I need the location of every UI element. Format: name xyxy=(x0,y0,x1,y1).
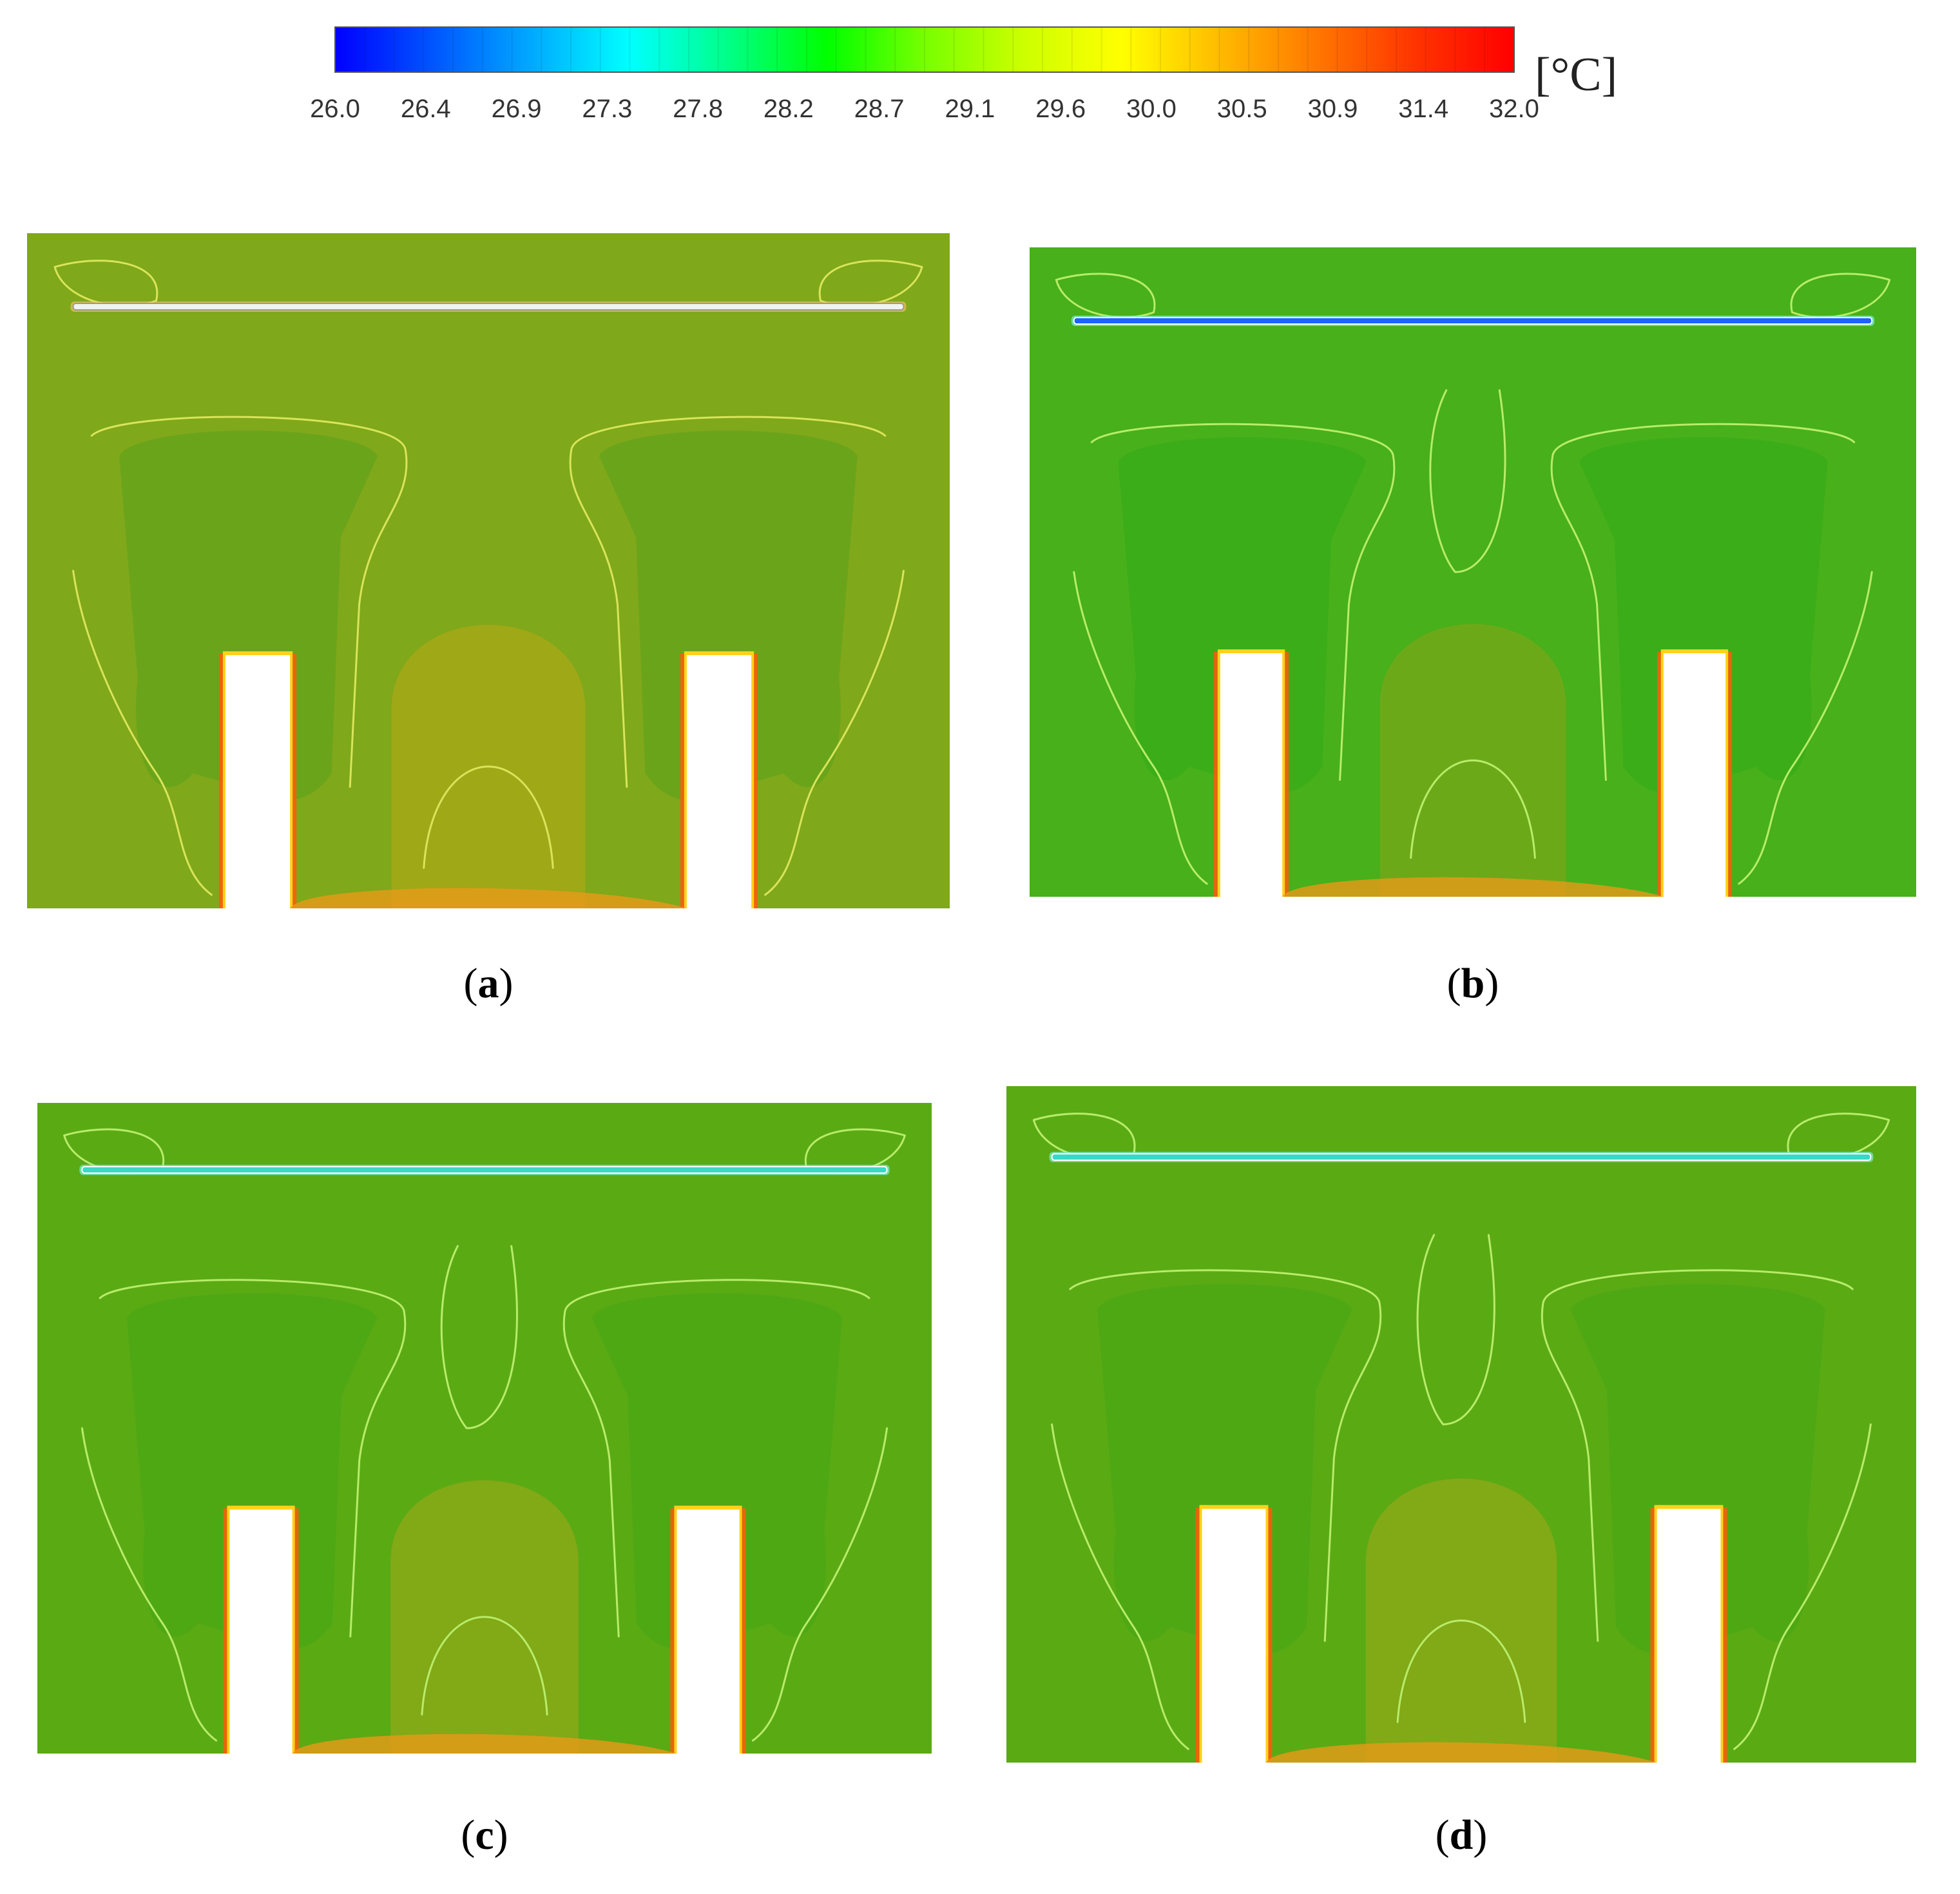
isotherm-line xyxy=(1733,1423,1872,1750)
panel-b xyxy=(1030,247,1916,898)
server-rack-2 xyxy=(686,655,752,910)
hot-floor-region xyxy=(1282,877,1664,897)
panel-caption-letter: b xyxy=(1461,960,1485,1007)
colorbar-tick-label: 30.9 xyxy=(1308,95,1358,123)
isotherm-line xyxy=(1055,273,1156,318)
panel-caption-d: (d) xyxy=(1436,1812,1488,1859)
cool-zone-right xyxy=(591,1293,843,1650)
colorbar-tick-label: 29.6 xyxy=(1035,95,1086,123)
panel-a xyxy=(27,233,950,910)
hot-floor-region xyxy=(290,888,687,908)
isotherm-line xyxy=(1090,423,1396,781)
panel-c xyxy=(37,1103,932,1755)
colorbar-tick-label: 28.2 xyxy=(764,95,814,123)
isotherm-line xyxy=(1396,1620,1526,1723)
server-rack-1 xyxy=(229,1509,293,1755)
panel-caption-a: (a) xyxy=(464,960,514,1007)
isotherm-line xyxy=(423,765,554,869)
isotherm-line xyxy=(99,1279,407,1638)
colorbar-gradient xyxy=(334,26,1515,73)
cool-zone-right xyxy=(1570,1284,1825,1654)
panel-caption-b: (b) xyxy=(1447,960,1499,1007)
colorbar-tick-label: 26.9 xyxy=(492,95,542,123)
cooling-duct xyxy=(1073,317,1873,325)
cooling-duct xyxy=(81,1166,888,1174)
colorbar-segments xyxy=(363,27,1486,72)
colorbar-tick-label: 30.5 xyxy=(1217,95,1267,123)
colorbar-tick-label: 27.3 xyxy=(582,95,632,123)
isotherm-line xyxy=(440,1245,518,1430)
colorbar-tick-label: 28.7 xyxy=(854,95,905,123)
cool-zone-right xyxy=(1579,437,1828,793)
colorbar-tick-label: 26.0 xyxy=(310,95,360,123)
isotherm-line xyxy=(569,416,887,788)
server-rack-1 xyxy=(1202,1509,1266,1764)
cool-zone-left xyxy=(1097,1284,1352,1654)
isotherm-line xyxy=(81,1427,218,1742)
isotherm-line xyxy=(90,416,408,788)
hot-floor-region xyxy=(292,1734,677,1754)
cool-zone-left xyxy=(119,430,378,801)
isotherm-line xyxy=(1410,759,1536,859)
isotherm-line xyxy=(1541,1269,1854,1642)
colorbar-tick-label: 29.1 xyxy=(945,95,995,123)
isotherm-line xyxy=(1416,1234,1495,1426)
cool-zone-right xyxy=(599,430,858,801)
isotherm-line xyxy=(72,569,213,896)
cooling-duct xyxy=(1051,1153,1872,1161)
panel-caption-c: (c) xyxy=(461,1812,508,1859)
isotherm-line xyxy=(1738,571,1873,885)
colorbar-tick-label: 26.4 xyxy=(401,95,451,123)
colorbar-ticks: 26.0 26.4 26.9 27.3 27.8 28.2 28.7 29.1 29.6 30.0… xyxy=(310,95,1539,123)
panel-caption-letter: d xyxy=(1450,1812,1474,1859)
isotherm-line xyxy=(1790,273,1891,318)
cool-zone-left xyxy=(1118,437,1367,793)
cooling-duct xyxy=(72,303,905,311)
isotherm-line xyxy=(1051,1423,1189,1750)
hot-floor-region xyxy=(1265,1742,1657,1763)
server-rack-2 xyxy=(1657,1509,1721,1764)
colorbar-tick-label: 31.4 xyxy=(1398,95,1448,123)
isotherm-line xyxy=(764,569,905,896)
server-rack-1 xyxy=(1220,653,1283,898)
server-rack-1 xyxy=(225,655,291,910)
isotherm-line xyxy=(1550,423,1856,781)
isotherm-line xyxy=(1069,1269,1382,1642)
cool-zone-left xyxy=(126,1293,378,1650)
server-rack-2 xyxy=(677,1509,740,1755)
panel-caption-letter: a xyxy=(478,960,499,1007)
isotherm-line xyxy=(421,1616,548,1716)
isotherm-line xyxy=(818,260,923,307)
isotherm-line xyxy=(1073,571,1208,885)
colorbar-unit: [°C] xyxy=(1535,48,1617,101)
panel-d xyxy=(1006,1086,1916,1764)
colorbar-tick-label: 30.0 xyxy=(1126,95,1177,123)
isotherm-line xyxy=(53,260,159,307)
contour-panels: (a) (b) (c) (d) xyxy=(27,233,1916,1859)
isotherm-line xyxy=(1429,389,1506,573)
server-rack-2 xyxy=(1663,653,1726,898)
isotherm-line xyxy=(751,1427,889,1742)
colorbar-tick-label: 27.8 xyxy=(673,95,723,123)
panel-caption-letter: c xyxy=(475,1812,494,1859)
colorbar-tick-label: 32.0 xyxy=(1489,95,1539,123)
colorbar: 26.0 26.4 26.9 27.3 27.8 28.2 28.7 29.1 29.6 30.0… xyxy=(310,26,1617,123)
isotherm-line xyxy=(562,1279,870,1638)
